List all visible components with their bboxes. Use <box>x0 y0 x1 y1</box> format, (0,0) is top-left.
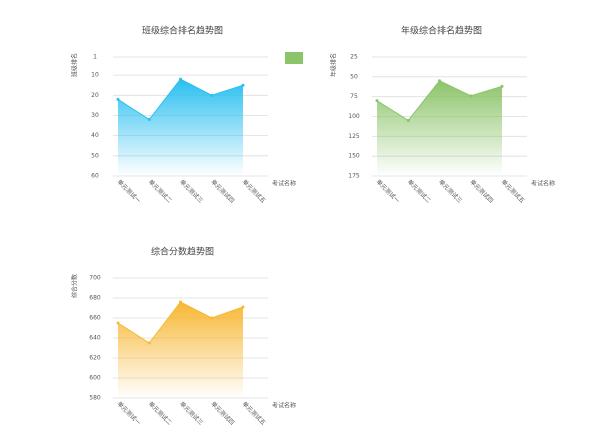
y-tick-label: 580 <box>89 395 101 402</box>
data-point <box>406 118 410 122</box>
y-tick-label: 600 <box>89 375 101 382</box>
data-point <box>116 97 120 101</box>
y-tick-label: 640 <box>89 335 101 342</box>
series-area <box>118 79 243 176</box>
x-tick-label: 单元测试二 <box>147 400 174 427</box>
data-point <box>241 83 245 87</box>
data-point <box>179 300 182 304</box>
x-axis-label: 考试名称 <box>531 180 555 188</box>
y-tick-label: 1 <box>93 54 97 61</box>
y-tick-label: 30 <box>91 112 99 119</box>
x-tick-label: 单元测试三 <box>437 178 464 205</box>
x-axis-label: 考试名称 <box>272 402 296 410</box>
y-axis-label: 综合分数 <box>71 274 79 298</box>
series-area <box>118 302 243 398</box>
y-tick-label: 620 <box>89 355 101 362</box>
data-point <box>241 305 245 309</box>
y-tick-label: 150 <box>348 153 360 160</box>
y-tick-label: 25 <box>350 54 358 61</box>
chart-title: 综合分数趋势图 <box>151 246 214 258</box>
data-point <box>210 93 214 97</box>
y-tick-label: 40 <box>91 132 99 139</box>
y-tick-label: 680 <box>89 295 101 302</box>
data-point <box>210 316 214 320</box>
y-tick-label: 20 <box>91 92 99 99</box>
series-area <box>377 80 502 176</box>
y-tick-label: 100 <box>348 113 360 120</box>
x-tick-label: 单元测试四 <box>209 178 236 205</box>
y-tick-label: 60 <box>91 173 99 180</box>
x-tick-label: 单元测试五 <box>241 178 268 205</box>
data-point <box>500 84 504 88</box>
x-tick-label: 单元测试一 <box>116 400 143 427</box>
y-tick-label: 125 <box>348 133 360 140</box>
x-tick-label: 单元测试三 <box>178 178 205 205</box>
data-point <box>147 341 151 345</box>
legend-swatch <box>285 52 303 64</box>
y-tick-label: 175 <box>348 173 360 180</box>
data-point <box>147 118 151 122</box>
chart-title: 班级综合排名趋势图 <box>142 25 223 37</box>
x-tick-label: 单元测试三 <box>178 400 205 427</box>
x-tick-label: 单元测试二 <box>147 178 174 205</box>
x-tick-label: 单元测试四 <box>468 178 495 205</box>
y-tick-label: 75 <box>350 93 358 100</box>
x-tick-label: 单元测试五 <box>500 178 527 205</box>
data-point <box>438 79 441 83</box>
y-tick-label: 50 <box>91 152 99 159</box>
x-tick-label: 单元测试二 <box>406 178 433 205</box>
chart-title: 年级综合排名趋势图 <box>401 25 482 37</box>
y-tick-label: 660 <box>89 315 101 322</box>
y-tick-label: 50 <box>350 73 358 80</box>
x-tick-label: 单元测试一 <box>116 178 143 205</box>
x-tick-label: 单元测试四 <box>209 400 236 427</box>
y-axis-label: 班级排名 <box>71 53 79 77</box>
data-point <box>179 77 182 81</box>
y-tick-label: 10 <box>91 72 99 79</box>
y-axis-label: 年级排名 <box>330 53 338 77</box>
x-axis-label: 考试名称 <box>272 180 296 188</box>
data-point <box>469 94 473 98</box>
data-point <box>375 99 379 103</box>
x-tick-label: 单元测试五 <box>241 400 268 427</box>
x-tick-label: 单元测试一 <box>375 178 402 205</box>
y-tick-label: 700 <box>89 275 101 282</box>
data-point <box>116 321 120 325</box>
